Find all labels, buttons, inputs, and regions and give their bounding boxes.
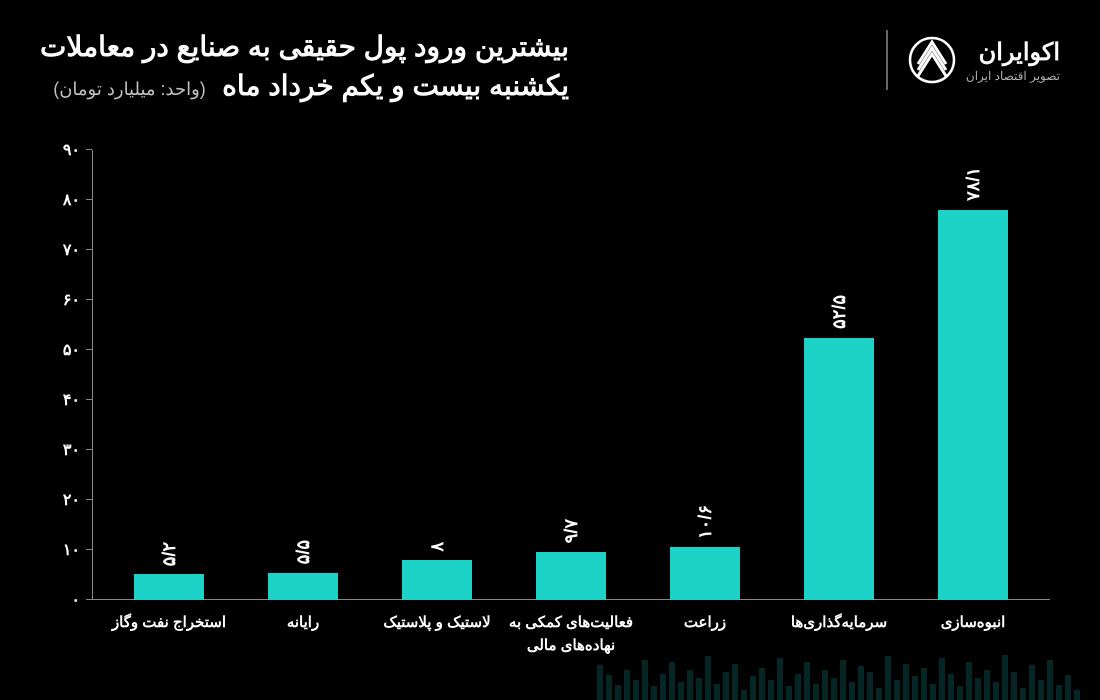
y-tick-label: ۴۰ xyxy=(63,390,80,410)
bar-rect xyxy=(268,573,338,601)
bar-group: ۸لاستیک و پلاستیک xyxy=(376,150,498,600)
y-tick-label: ۳۰ xyxy=(63,440,80,460)
bar-chart: ۰۱۰۲۰۳۰۴۰۵۰۶۰۷۰۸۰۹۰ ۷۸/۱انبوه‌سازی۵۲/۵سر… xyxy=(60,150,1050,600)
bar-category-label: زراعت xyxy=(640,612,770,635)
bar-value-label: ۵/۲ xyxy=(158,542,180,566)
y-tick-label: ۶۰ xyxy=(63,290,80,310)
bar-group: ۷۸/۱انبوه‌سازی xyxy=(912,150,1034,600)
y-tick-label: ۰ xyxy=(71,590,80,610)
bar-rect xyxy=(670,547,740,600)
bar-group: ۱۰/۶زراعت xyxy=(644,150,766,600)
title-line-2: یکشنبه بیست و یکم خرداد ماه xyxy=(222,70,569,101)
bar-value-label: ۵/۵ xyxy=(292,540,314,564)
bar-value-label: ۹/۷ xyxy=(560,519,582,543)
bar-category-label: لاستیک و پلاستیک xyxy=(372,612,502,635)
y-tick-label: ۱۰ xyxy=(63,540,80,560)
bar-value-label: ۸ xyxy=(426,542,448,552)
bar-category-label: رایانه xyxy=(238,612,368,635)
bar-rect xyxy=(402,560,472,600)
bar-value-label: ۵۲/۵ xyxy=(828,295,850,329)
bar-group: ۵۲/۵سرمایه‌گذاری‌ها xyxy=(778,150,900,600)
logo-block: اکوایران تصویر اقتصاد ایران xyxy=(886,30,1060,90)
logo-name: اکوایران xyxy=(966,38,1060,67)
logo-icon xyxy=(908,36,956,84)
title-block: بیشترین ورود پول حقیقی به صنایع در معامل… xyxy=(40,30,569,102)
bar-value-label: ۱۰/۶ xyxy=(694,505,716,539)
y-axis: ۰۱۰۲۰۳۰۴۰۵۰۶۰۷۰۸۰۹۰ xyxy=(52,150,92,600)
y-tick-label: ۹۰ xyxy=(63,140,80,160)
bar-rect xyxy=(938,210,1008,601)
header: اکوایران تصویر اقتصاد ایران بیشترین ورود… xyxy=(0,0,1100,112)
y-tick-label: ۷۰ xyxy=(63,240,80,260)
bar-group: ۵/۵رایانه xyxy=(242,150,364,600)
bar-value-label: ۷۸/۱ xyxy=(962,167,984,201)
bar-category-label: سرمایه‌گذاری‌ها xyxy=(774,612,904,635)
y-tick-label: ۸۰ xyxy=(63,190,80,210)
y-tick-label: ۵۰ xyxy=(63,340,80,360)
bar-category-label: فعالیت‌های کمکی به نهاده‌های مالی xyxy=(506,612,636,657)
bar-rect xyxy=(536,552,606,601)
title-line-1: بیشترین ورود پول حقیقی به صنایع در معامل… xyxy=(40,30,569,63)
bar-category-label: انبوه‌سازی xyxy=(908,612,1038,635)
bar-category-label: استخراج نفت وگاز xyxy=(104,612,234,635)
logo-tagline: تصویر اقتصاد ایران xyxy=(966,69,1060,83)
bar-group: ۹/۷فعالیت‌های کمکی به نهاده‌های مالی xyxy=(510,150,632,600)
y-tick-label: ۲۰ xyxy=(63,490,80,510)
bar-rect xyxy=(134,574,204,600)
bars-container: ۷۸/۱انبوه‌سازی۵۲/۵سرمایه‌گذاری‌ها۱۰/۶زرا… xyxy=(92,150,1050,600)
unit-label: (واحد: میلیارد تومان) xyxy=(53,79,206,99)
bar-rect xyxy=(804,338,874,601)
bar-group: ۵/۲استخراج نفت وگاز xyxy=(108,150,230,600)
